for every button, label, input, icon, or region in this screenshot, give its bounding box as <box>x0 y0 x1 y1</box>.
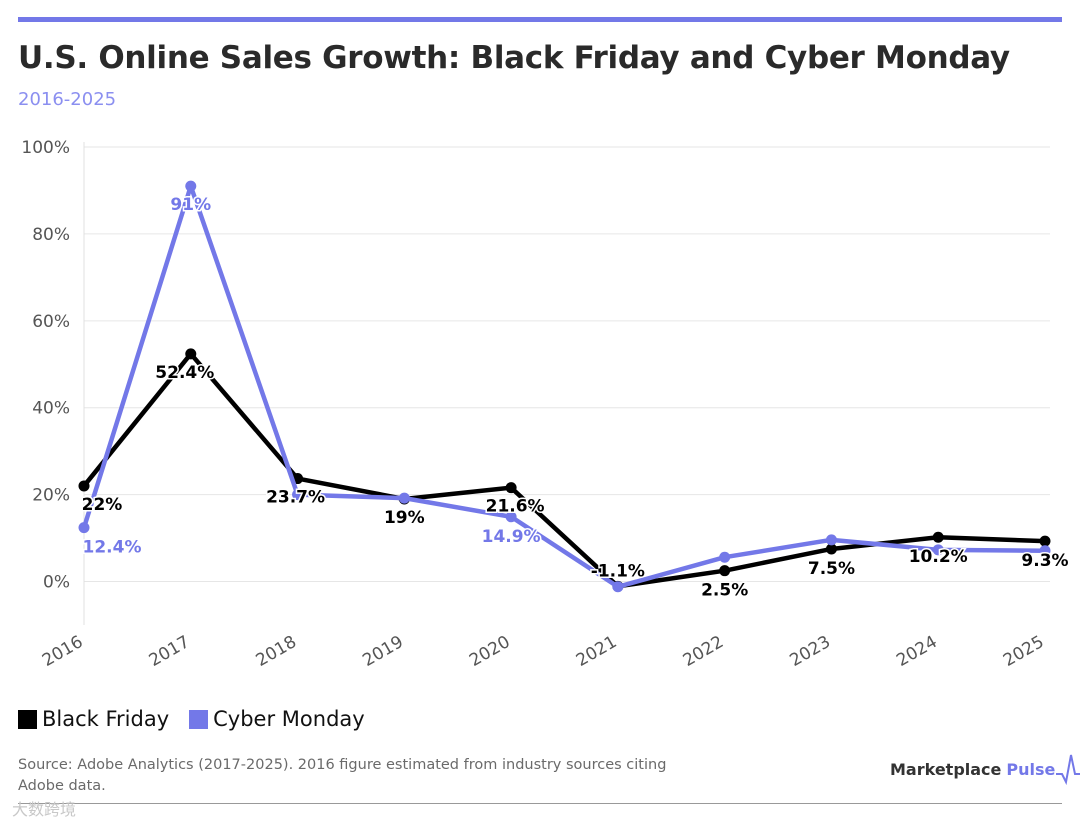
series-cyber-monday <box>78 180 1051 593</box>
data-labels-black-friday: 22% 52.4% 23.7% 19% 21.6% -1.1% 2.5% 7.5% 10.2% 9… <box>80 361 1070 602</box>
gridlines <box>84 146 1050 583</box>
data-point-black-friday <box>932 531 944 543</box>
data-label-cyber-monday: 91% <box>170 195 211 215</box>
y-tick-label: 80% <box>32 225 70 245</box>
data-point-cyber-monday <box>78 522 90 534</box>
y-tick-label: 60% <box>32 312 70 332</box>
data-point-black-friday <box>825 543 837 555</box>
x-tick-label: 2018 <box>253 632 300 671</box>
x-tick-label: 2025 <box>1000 632 1047 671</box>
pulse-icon <box>1056 754 1080 786</box>
data-label-black-friday: 10.2% <box>909 547 968 567</box>
data-point-cyber-monday <box>185 180 197 192</box>
data-label-black-friday: 9.3% <box>1021 551 1068 571</box>
y-tick-label: 40% <box>32 399 70 419</box>
data-point-black-friday <box>505 482 517 494</box>
brand-name-accent: Pulse <box>1006 759 1056 779</box>
legend-swatch-cyber-monday <box>189 709 209 729</box>
legend-item-black-friday[interactable]: Black Friday <box>18 707 169 731</box>
x-tick-label: 2016 <box>39 632 86 671</box>
y-axis: 0% 20% 40% 60% 80% 100% <box>21 138 85 625</box>
data-label-black-friday: 23.7% <box>266 488 325 508</box>
data-point-black-friday <box>78 480 90 492</box>
brand-name-main: Marketplace <box>890 759 1002 779</box>
x-tick-label: 2020 <box>466 632 513 671</box>
x-tick-label: 2022 <box>680 632 727 671</box>
series-black-friday <box>78 348 1051 592</box>
source-note: Source: Adobe Analytics (2017-2025). 201… <box>18 757 667 794</box>
data-label-black-friday: 19% <box>384 508 425 528</box>
x-tick-label: 2021 <box>573 632 620 671</box>
line-chart: 0%20%40%60%80%100%2016 2017 2018 2019 2020 20… <box>21 138 1070 671</box>
chart-title: U.S. Online Sales Growth: Black Friday a… <box>18 40 1010 76</box>
data-point-cyber-monday <box>612 581 624 593</box>
data-point-cyber-monday <box>932 544 944 556</box>
y-tick-label: 100% <box>21 138 70 158</box>
data-point-black-friday <box>1039 535 1051 547</box>
data-label-black-friday: 21.6% <box>486 497 545 517</box>
legend-swatch-black-friday <box>18 709 37 729</box>
bottom-rule <box>18 803 1062 804</box>
legend-label-black-friday: Black Friday <box>42 707 170 731</box>
data-point-cyber-monday <box>825 534 837 546</box>
data-label-black-friday: 7.5% <box>808 559 855 579</box>
chart-subtitle: 2016-2025 <box>18 89 117 110</box>
brand-name: Marketplace Pulse <box>890 760 1055 779</box>
legend-label-cyber-monday: Cyber Monday <box>213 707 365 731</box>
x-tick-label: 2019 <box>359 632 406 671</box>
y-tick-label: 20% <box>32 486 70 506</box>
series-line-cyber-monday <box>81 183 1048 590</box>
x-axis: 2016 2017 2018 2019 2020 2021 2022 2023 2024 2025 <box>39 632 1047 671</box>
chart-legend: Black Friday Cyber Monday <box>18 707 385 731</box>
data-point-cyber-monday <box>719 551 731 563</box>
x-tick-label: 2017 <box>146 632 193 671</box>
data-label-black-friday: 52.4% <box>155 363 214 383</box>
legend-item-cyber-monday[interactable]: Cyber Monday <box>189 707 365 731</box>
data-label-cyber-monday: 14.9% <box>482 527 541 547</box>
data-point-black-friday <box>719 565 731 577</box>
x-tick-label: 2023 <box>786 632 833 671</box>
data-label-cyber-monday: 12.4% <box>83 538 142 558</box>
data-point-cyber-monday <box>398 492 410 504</box>
data-label-black-friday: -1.1% <box>591 561 645 581</box>
data-point-cyber-monday <box>1039 545 1051 557</box>
data-label-black-friday: 22% <box>82 495 123 515</box>
top-accent-rule <box>18 17 1062 22</box>
x-tick-label: 2024 <box>893 632 940 671</box>
brand-logo: Marketplace Pulse <box>890 752 1080 786</box>
data-label-black-friday: 2.5% <box>701 581 748 601</box>
data-point-black-friday <box>185 348 197 360</box>
watermark: 大数跨境 <box>12 800 77 819</box>
data-point-cyber-monday <box>505 511 517 523</box>
data-point-cyber-monday <box>292 489 304 501</box>
y-tick-label: 0% <box>43 573 70 593</box>
data-labels-cyber-monday: 12.4% 91% 14.9% <box>81 194 542 560</box>
